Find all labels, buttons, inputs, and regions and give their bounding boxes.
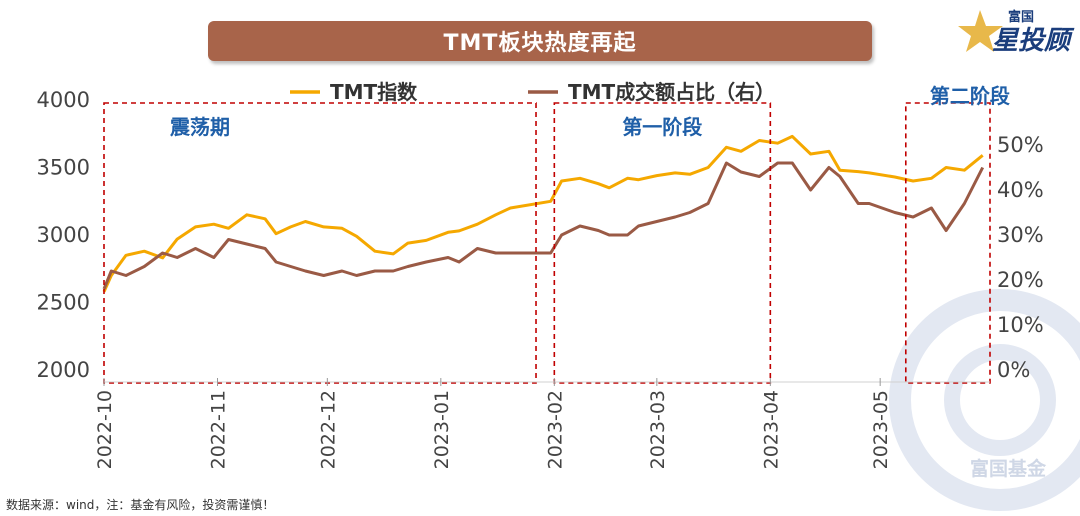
- annotation-box: [103, 102, 537, 384]
- annotation-boxes: 震荡期 第一阶段 第二阶段: [103, 84, 1010, 384]
- chart-series: [102, 134, 985, 293]
- left-tick-label: 2500: [37, 291, 90, 315]
- series-line-tmt-index: [102, 134, 984, 293]
- annotation-box: [904, 102, 991, 384]
- chart-legend: TMT指数 TMT成交额占比（右）: [290, 80, 775, 104]
- annotation-label: 震荡期: [170, 115, 230, 139]
- right-tick-label: 0%: [997, 358, 1030, 382]
- x-tick-label: 2023-05: [870, 390, 892, 469]
- x-tick-label: 2022-12: [317, 390, 339, 469]
- chart-axes: 2022-10 2022-11 2022-12 2023-01 2023-02 2023-…: [37, 88, 1044, 469]
- right-tick-label: 40%: [997, 178, 1044, 202]
- watermark-inner-ring: [944, 344, 1056, 456]
- x-tick-label: 2023-01: [431, 390, 453, 469]
- footer-source-note: 数据来源：wind，注：基金有风险，投资需谨慎！: [6, 498, 275, 512]
- x-tick-label: 2023-02: [544, 390, 566, 469]
- x-tick-label: 2022-10: [94, 390, 116, 469]
- annotation-label: 第一阶段: [622, 115, 702, 139]
- left-tick-label: 2000: [37, 358, 90, 382]
- logo-sub-text: 富国: [1008, 10, 1035, 25]
- legend-label-tmt-index: TMT指数: [330, 80, 418, 104]
- watermark: 富国基金: [889, 289, 1080, 511]
- right-tick-label: 50%: [997, 133, 1044, 157]
- right-tick-label: 10%: [997, 313, 1044, 337]
- left-tick-label: 3000: [37, 223, 90, 247]
- watermark-ring: [889, 289, 1080, 511]
- right-tick-label: 30%: [997, 223, 1044, 247]
- left-tick-label: 3500: [37, 156, 90, 180]
- watermark-text: 富国基金: [970, 457, 1047, 480]
- logo-main-text: 星投顾: [992, 26, 1071, 56]
- chart-title: TMT板块热度再起: [443, 31, 637, 56]
- right-tick-label: 20%: [997, 268, 1044, 292]
- x-tick-label: 2023-04: [760, 390, 782, 469]
- left-tick-label: 4000: [37, 88, 90, 112]
- chart-title-banner: TMT板块热度再起: [208, 21, 872, 61]
- annotation-label: 第二阶段: [930, 84, 1010, 108]
- series-line-turnover-ratio: [102, 161, 985, 290]
- x-tick-label: 2023-03: [647, 390, 669, 469]
- x-tick-label: 2022-11: [207, 390, 229, 469]
- legend-label-turnover-ratio: TMT成交额占比（右）: [568, 80, 775, 104]
- annotation-box: [553, 102, 772, 384]
- star-logo-icon: [958, 10, 1003, 52]
